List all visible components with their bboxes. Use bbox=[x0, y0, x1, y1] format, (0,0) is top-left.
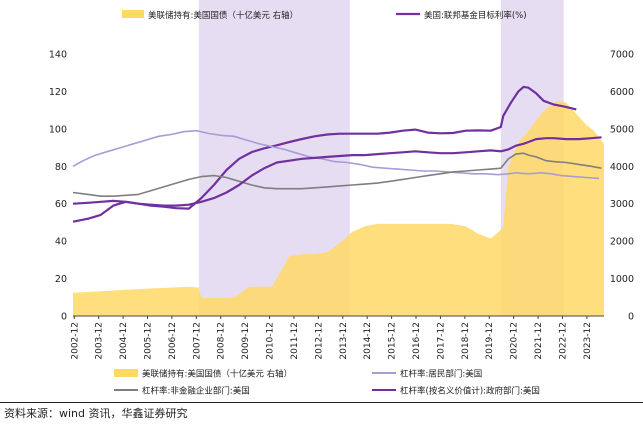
x-tick-label: 2009-12 bbox=[241, 322, 251, 360]
x-tick-label: 2020-12 bbox=[510, 322, 520, 360]
source-text: 资料来源：wind 资讯，华鑫证券研究 bbox=[4, 407, 188, 420]
x-tick-label: 2018-12 bbox=[461, 322, 471, 360]
y-right-tick-label: 1000 bbox=[610, 274, 634, 285]
x-tick-label: 2011-12 bbox=[290, 322, 300, 360]
area-fed-treasury-holdings bbox=[73, 100, 604, 316]
y-left-tick-label: 0 bbox=[61, 312, 67, 323]
x-tick-label: 2015-12 bbox=[388, 322, 398, 360]
bottom-legend-swatch-fed-holdings bbox=[114, 369, 138, 377]
x-tick-label: 2014-12 bbox=[363, 322, 373, 360]
y-right-tick-label: 6000 bbox=[610, 87, 634, 98]
line-series bbox=[72, 85, 602, 223]
x-tick-label: 2010-12 bbox=[266, 322, 276, 360]
y-right-tick-label: 3000 bbox=[610, 199, 634, 210]
bottom-legend-label-fed-holdings: 美联储持有:美国国债（十亿美元 右轴） bbox=[142, 369, 292, 380]
x-tick-label: 2003-12 bbox=[95, 322, 105, 360]
x-tick-label: 2008-12 bbox=[217, 322, 227, 360]
y-left-tick-label: 40 bbox=[55, 237, 67, 248]
x-tick-label: 2012-12 bbox=[314, 322, 324, 360]
line-household-leverage bbox=[72, 129, 600, 180]
line-fed-funds-rate bbox=[72, 85, 577, 223]
x-tick-label: 2006-12 bbox=[168, 322, 178, 360]
x-tick-label: 2002-12 bbox=[70, 322, 80, 360]
bottom-legend-label-household-leverage: 杠杆率:居民部门:美国 bbox=[400, 369, 482, 380]
y-left-tick-label: 100 bbox=[49, 124, 67, 135]
y-left-tick-label: 80 bbox=[55, 162, 67, 173]
x-tick-label: 2017-12 bbox=[436, 322, 446, 360]
y-left-tick-label: 120 bbox=[49, 87, 67, 98]
x-tick-label: 2016-12 bbox=[412, 322, 422, 360]
legend-label-fed-rate: 美国:联邦基金目标利率(%) bbox=[424, 10, 527, 21]
x-tick-label: 2004-12 bbox=[119, 322, 129, 360]
legend-label-fed-holdings: 美联储持有:美国国债（十亿美元 右轴） bbox=[148, 10, 298, 21]
line-nonfinancial-leverage bbox=[72, 152, 602, 197]
x-tick-label: 2019-12 bbox=[485, 322, 495, 360]
area-series bbox=[73, 100, 604, 316]
x-tick-label: 2013-12 bbox=[339, 322, 349, 360]
axes: 0 20 40 60 80 100 120 140 0 1000 2000 3000 4000 5000 6… bbox=[49, 50, 634, 360]
x-tick-label: 2023-12 bbox=[583, 322, 593, 360]
y-right-tick-label: 5000 bbox=[610, 124, 634, 135]
x-tick-label: 2021-12 bbox=[534, 322, 544, 360]
top-legend: 美联储持有:美国国债（十亿美元 右轴） 美国:联邦基金目标利率(%) bbox=[122, 10, 527, 21]
y-right-tick-label: 2000 bbox=[610, 237, 634, 248]
bottom-legend-label-nonfinancial-leverage: 杠杆率:非金融企业部门:美国 bbox=[142, 386, 250, 397]
x-tick-label: 2007-12 bbox=[192, 322, 202, 360]
bottom-legend-label-government-leverage: 杠杆率(按名义价值计):政府部门:美国 bbox=[400, 386, 540, 397]
bottom-legend: 美联储持有:美国国债（十亿美元 右轴） 杠杆率:居民部门:美国杠杆率:非金融企业部… bbox=[114, 369, 540, 397]
y-left-tick-label: 140 bbox=[49, 50, 67, 61]
y-left-tick-label: 20 bbox=[55, 274, 67, 285]
x-tick-label: 2022-12 bbox=[558, 322, 568, 360]
y-left-tick-label: 60 bbox=[55, 199, 67, 210]
legend-swatch-fed-holdings bbox=[122, 10, 144, 18]
x-tick-label: 2005-12 bbox=[143, 322, 153, 360]
line-government-leverage bbox=[72, 136, 602, 207]
y-right-tick-label: 4000 bbox=[610, 162, 634, 173]
source-divider bbox=[0, 402, 643, 403]
y-right-tick-label: 7000 bbox=[610, 50, 634, 61]
y-right-tick-label: 0 bbox=[628, 312, 634, 323]
